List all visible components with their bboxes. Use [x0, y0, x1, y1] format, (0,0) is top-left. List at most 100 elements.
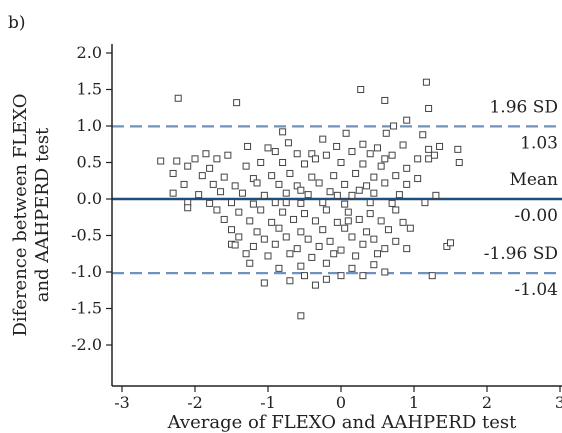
data-point [381, 96, 389, 104]
data-point [231, 241, 239, 249]
data-point [352, 169, 360, 177]
y-tick-label: -1.5 [71, 299, 102, 318]
data-point [311, 281, 319, 289]
data-point [246, 217, 254, 225]
data-point [169, 189, 177, 197]
data-point [348, 191, 356, 199]
data-point [293, 182, 301, 190]
data-point [315, 179, 323, 187]
data-point [233, 99, 241, 107]
data-point [322, 151, 330, 159]
data-point [169, 169, 177, 177]
data-point [337, 246, 345, 254]
data-point [293, 150, 301, 158]
data-point [381, 179, 389, 187]
data-point [271, 240, 279, 248]
data-point [381, 268, 389, 276]
data-point [425, 145, 433, 153]
data-point [195, 191, 203, 199]
data-point [363, 228, 371, 236]
data-point [341, 180, 349, 188]
y-axis-label: Diference between FLEXO and AAHPERD test [10, 93, 53, 336]
data-point [209, 180, 217, 188]
data-point [257, 159, 265, 166]
data-point [337, 272, 345, 280]
data-point [382, 129, 390, 137]
data-point [395, 191, 403, 199]
data-point [403, 245, 411, 253]
y-tick-label: 0.5 [77, 153, 102, 172]
data-point [359, 272, 367, 280]
data-point [348, 148, 356, 156]
x-axis-ticks: -3 -2 -1 0 1 2 3 [114, 386, 562, 412]
data-point [275, 180, 283, 188]
data-point [392, 237, 400, 245]
data-point [191, 155, 199, 163]
data-point [370, 189, 378, 197]
data-point [308, 150, 316, 158]
data-point [430, 151, 438, 159]
data-point [322, 275, 330, 283]
data-point [301, 210, 308, 218]
reference-lines: 1.96 SD 1.03 Mean -0.00 -1.96 SD -1.04 [112, 97, 562, 300]
y-tick-label: -0.5 [71, 226, 102, 245]
data-point [333, 191, 341, 199]
data-point [425, 104, 433, 112]
data-point [279, 208, 287, 216]
data-point [238, 189, 246, 197]
data-point [419, 131, 427, 139]
y-tick-label: 2.0 [77, 43, 102, 62]
data-point [344, 217, 352, 225]
data-point [392, 172, 400, 180]
data-point [260, 191, 268, 199]
data-point [297, 228, 305, 236]
lower-limit-value: -1.04 [514, 280, 558, 300]
data-point [436, 142, 444, 150]
data-point [359, 140, 367, 148]
data-point [279, 128, 287, 136]
data-point [297, 186, 305, 194]
data-point [403, 164, 411, 172]
data-point [220, 215, 228, 223]
data-point [184, 162, 192, 170]
data-point [326, 237, 334, 245]
data-point [377, 162, 385, 170]
data-point [330, 172, 338, 180]
data-point [432, 191, 440, 199]
x-tick-label: -2 [187, 393, 203, 412]
y-axis-label-line: and AAHPERD test [32, 127, 53, 302]
data-point [370, 173, 378, 181]
data-point [279, 159, 287, 166]
data-point [425, 155, 433, 163]
x-tick-label: 0 [336, 393, 346, 412]
data-point [249, 175, 257, 183]
data-points [157, 78, 463, 320]
data-point [359, 240, 367, 248]
data-point [422, 78, 430, 86]
data-point [344, 208, 352, 216]
data-point [297, 199, 305, 207]
data-point [253, 179, 261, 187]
data-point [388, 199, 396, 207]
data-point [374, 144, 381, 152]
data-point [374, 250, 381, 258]
data-point [447, 239, 454, 247]
data-point [414, 155, 422, 163]
y-tick-label: -2.0 [71, 335, 102, 354]
data-point [275, 264, 283, 272]
data-point [184, 204, 192, 212]
data-point [282, 233, 290, 241]
y-tick-label: 1.5 [77, 80, 102, 99]
data-point [403, 180, 411, 188]
data-point [293, 245, 301, 253]
data-point [377, 217, 385, 225]
data-point [264, 144, 272, 152]
data-point [399, 141, 407, 149]
data-point [455, 159, 463, 166]
data-point [174, 94, 182, 102]
data-point [206, 199, 214, 207]
panel-label: b) [8, 13, 26, 33]
data-point [257, 206, 265, 214]
data-point [231, 182, 239, 190]
